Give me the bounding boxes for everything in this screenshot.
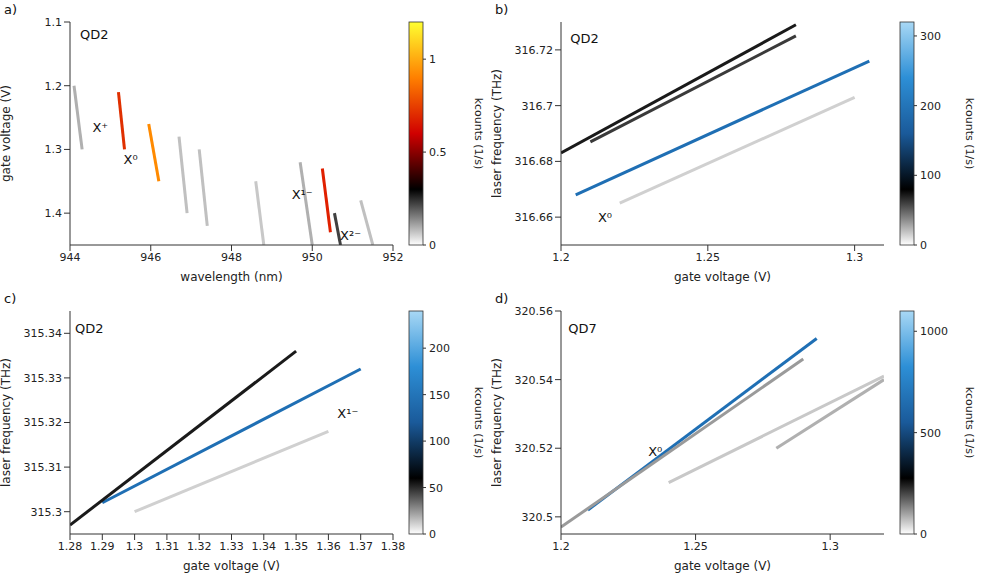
svg-text:1.3: 1.3 (846, 251, 864, 264)
svg-text:X⁰: X⁰ (648, 444, 662, 459)
svg-text:946: 946 (140, 251, 161, 264)
svg-text:315.3: 315.3 (31, 506, 63, 519)
svg-text:1.25: 1.25 (696, 251, 721, 264)
svg-text:X⁰: X⁰ (598, 210, 612, 225)
svg-text:1.38: 1.38 (381, 540, 405, 553)
svg-text:1.3: 1.3 (126, 540, 144, 553)
svg-text:316.66: 316.66 (515, 211, 554, 224)
svg-text:1000: 1000 (920, 325, 948, 338)
svg-text:316.72: 316.72 (515, 44, 554, 57)
svg-text:X¹⁻: X¹⁻ (337, 406, 358, 421)
svg-text:gate voltage (V): gate voltage (V) (183, 559, 280, 573)
svg-text:1.3: 1.3 (45, 143, 63, 156)
svg-text:50: 50 (429, 482, 443, 495)
html-text:d): d) (495, 291, 509, 306)
svg-text:1: 1 (429, 53, 436, 66)
svg-text:gate voltage (V): gate voltage (V) (674, 270, 771, 284)
svg-text:200: 200 (920, 100, 941, 113)
html-text:a): a) (4, 2, 17, 17)
svg-text:315.33: 315.33 (24, 372, 63, 385)
svg-text:1.25: 1.25 (683, 540, 708, 553)
svg-text:0: 0 (429, 239, 436, 252)
svg-text:0: 0 (920, 239, 927, 252)
svg-text:1.3: 1.3 (821, 540, 839, 553)
svg-text:300: 300 (920, 30, 941, 43)
svg-text:QD2: QD2 (80, 27, 109, 42)
svg-text:0.5: 0.5 (429, 146, 447, 159)
svg-text:0: 0 (920, 528, 927, 541)
svg-text:gate voltage (V): gate voltage (V) (0, 85, 13, 182)
svg-text:1.33: 1.33 (219, 540, 244, 553)
svg-text:100: 100 (429, 435, 450, 448)
svg-text:1.37: 1.37 (348, 540, 373, 553)
svg-text:1.34: 1.34 (252, 540, 277, 553)
svg-text:QD2: QD2 (570, 31, 599, 46)
svg-text:320.52: 320.52 (515, 442, 554, 455)
svg-text:wavelength (nm): wavelength (nm) (180, 270, 282, 284)
svg-text:948: 948 (221, 251, 242, 264)
svg-text:kcounts (1/s): kcounts (1/s) (963, 387, 976, 459)
svg-text:150: 150 (429, 389, 450, 402)
html-text:b): b) (495, 2, 509, 17)
svg-text:316.7: 316.7 (522, 100, 554, 113)
svg-text:1.2: 1.2 (45, 80, 63, 93)
svg-text:1.36: 1.36 (316, 540, 341, 553)
svg-text:944: 944 (60, 251, 81, 264)
svg-text:1.29: 1.29 (90, 540, 115, 553)
svg-text:200: 200 (429, 342, 450, 355)
svg-text:320.54: 320.54 (515, 374, 554, 387)
svg-text:315.32: 315.32 (24, 416, 63, 429)
svg-text:1.2: 1.2 (552, 540, 570, 553)
svg-text:315.31: 315.31 (24, 461, 63, 474)
svg-text:kcounts (1/s): kcounts (1/s) (472, 387, 485, 459)
svg-text:0: 0 (429, 528, 436, 541)
svg-text:kcounts (1/s): kcounts (1/s) (472, 98, 485, 170)
svg-text:320.5: 320.5 (522, 511, 554, 524)
svg-text:laser frequency (THz): laser frequency (THz) (491, 358, 504, 487)
svg-text:500: 500 (920, 427, 941, 440)
svg-text:950: 950 (302, 251, 323, 264)
svg-text:X⁺: X⁺ (92, 120, 108, 135)
svg-text:315.34: 315.34 (24, 327, 63, 340)
svg-text:1.4: 1.4 (45, 207, 63, 220)
svg-text:1.35: 1.35 (284, 540, 309, 553)
svg-text:952: 952 (383, 251, 404, 264)
svg-text:kcounts (1/s): kcounts (1/s) (963, 98, 976, 170)
svg-text:1.2: 1.2 (552, 251, 570, 264)
svg-text:laser frequency (THz): laser frequency (THz) (0, 358, 13, 487)
svg-text:1.31: 1.31 (155, 540, 180, 553)
html-text:c): c) (4, 291, 17, 306)
svg-text:1.1: 1.1 (45, 16, 63, 29)
svg-text:316.68: 316.68 (515, 155, 554, 168)
svg-text:1.28: 1.28 (58, 540, 83, 553)
svg-text:X²⁻: X²⁻ (340, 228, 361, 243)
svg-text:laser frequency (THz): laser frequency (THz) (491, 69, 504, 198)
svg-text:X⁰: X⁰ (124, 152, 138, 167)
svg-text:QD2: QD2 (75, 321, 104, 336)
svg-text:gate voltage (V): gate voltage (V) (674, 559, 771, 573)
svg-text:100: 100 (920, 169, 941, 182)
svg-text:1.32: 1.32 (187, 540, 212, 553)
svg-text:X¹⁻: X¹⁻ (292, 187, 313, 202)
svg-text:320.56: 320.56 (515, 305, 554, 318)
svg-text:QD7: QD7 (568, 321, 597, 336)
